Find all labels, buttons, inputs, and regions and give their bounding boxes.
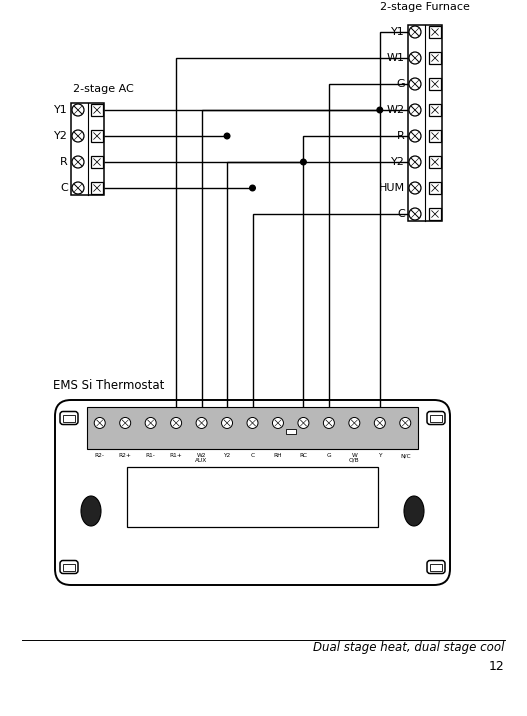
Text: R: R (60, 157, 68, 167)
Circle shape (409, 78, 421, 90)
Text: Y1: Y1 (391, 27, 405, 37)
Text: RC: RC (299, 453, 307, 458)
Circle shape (409, 130, 421, 142)
Circle shape (247, 417, 258, 428)
Bar (71, 103, 104, 195)
Circle shape (374, 417, 385, 428)
Circle shape (409, 26, 421, 38)
Bar (63, 415, 75, 422)
Bar (429, 208, 441, 220)
Text: 12: 12 (488, 659, 504, 672)
Circle shape (400, 417, 411, 428)
Circle shape (300, 159, 306, 165)
Bar (127, 467, 378, 527)
Bar (91, 156, 103, 168)
Text: C: C (60, 183, 68, 193)
Text: R: R (397, 131, 405, 141)
Ellipse shape (81, 496, 101, 526)
Text: G: G (396, 79, 405, 89)
Circle shape (409, 52, 421, 64)
Circle shape (171, 417, 182, 428)
Text: C: C (250, 453, 255, 458)
FancyBboxPatch shape (427, 561, 445, 574)
Bar (429, 52, 441, 64)
Text: W
O/B: W O/B (349, 453, 359, 463)
Bar (286, 430, 296, 435)
Circle shape (72, 156, 84, 168)
Bar (429, 104, 441, 116)
Bar (429, 26, 441, 38)
Text: C: C (397, 209, 405, 219)
Circle shape (409, 208, 421, 220)
Text: Dual stage heat, dual stage cool: Dual stage heat, dual stage cool (313, 642, 504, 654)
Circle shape (72, 104, 84, 116)
Circle shape (272, 417, 284, 428)
Text: RH: RH (274, 453, 282, 458)
Bar (91, 130, 103, 142)
Bar (430, 415, 442, 422)
Circle shape (72, 130, 84, 142)
Text: EMS Si Thermostat: EMS Si Thermostat (53, 379, 164, 392)
Text: 2-stage AC: 2-stage AC (73, 84, 134, 94)
Bar (87, 407, 418, 449)
Text: N/C: N/C (400, 453, 411, 458)
Bar (63, 563, 75, 571)
Text: Y2: Y2 (223, 453, 231, 458)
Text: R2+: R2+ (119, 453, 132, 458)
Circle shape (409, 104, 421, 116)
Circle shape (196, 417, 207, 428)
Circle shape (377, 107, 383, 113)
Bar (429, 182, 441, 194)
Bar (429, 156, 441, 168)
Ellipse shape (404, 496, 424, 526)
FancyBboxPatch shape (55, 400, 450, 585)
Circle shape (94, 417, 105, 428)
Text: R1-: R1- (146, 453, 155, 458)
Text: R1+: R1+ (170, 453, 182, 458)
Bar (408, 25, 442, 221)
Bar (429, 130, 441, 142)
Circle shape (349, 417, 360, 428)
Circle shape (324, 417, 335, 428)
Text: Y: Y (378, 453, 382, 458)
Circle shape (72, 182, 84, 194)
Text: R2-: R2- (95, 453, 105, 458)
Bar (91, 104, 103, 116)
Text: Y2: Y2 (391, 157, 405, 167)
Circle shape (298, 417, 309, 428)
Text: W1: W1 (387, 53, 405, 63)
Bar (91, 182, 103, 194)
Text: W2
AUX: W2 AUX (196, 453, 208, 463)
Bar (429, 78, 441, 90)
Text: Y2: Y2 (54, 131, 68, 141)
Circle shape (120, 417, 131, 428)
Text: 2-stage Furnace: 2-stage Furnace (380, 2, 470, 12)
FancyBboxPatch shape (60, 561, 78, 574)
Circle shape (224, 133, 230, 139)
FancyBboxPatch shape (427, 412, 445, 425)
Text: G: G (327, 453, 331, 458)
Text: Y1: Y1 (54, 105, 68, 115)
FancyBboxPatch shape (60, 412, 78, 425)
Text: HUM: HUM (379, 183, 405, 193)
Text: W2: W2 (387, 105, 405, 115)
Circle shape (221, 417, 232, 428)
Bar (430, 563, 442, 571)
Circle shape (145, 417, 156, 428)
Circle shape (250, 185, 255, 190)
Circle shape (409, 156, 421, 168)
Circle shape (409, 182, 421, 194)
